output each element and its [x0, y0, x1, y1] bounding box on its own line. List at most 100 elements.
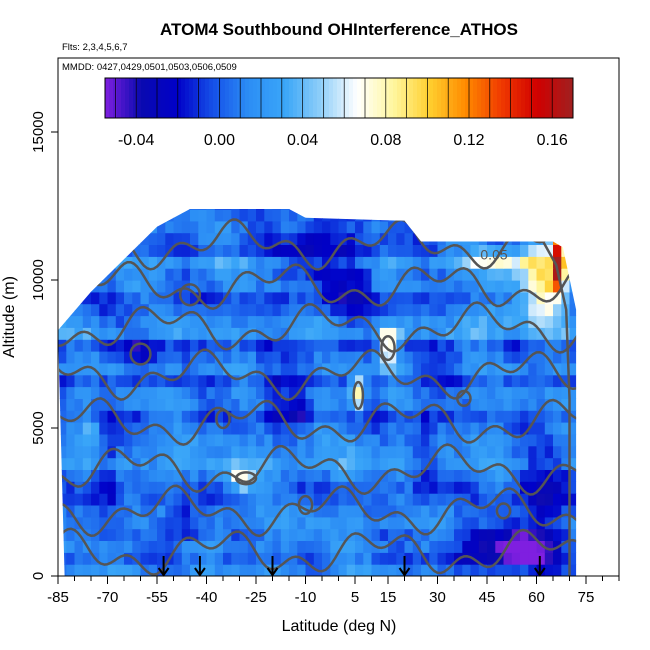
heat-cell: [536, 410, 546, 423]
heat-cell: [520, 244, 529, 257]
heat-cell: [536, 386, 546, 399]
heat-cell: [124, 410, 133, 423]
heat-cell: [231, 280, 241, 293]
heat-cell: [165, 362, 175, 376]
heat-cell: [99, 256, 109, 269]
heat-cell: [346, 244, 356, 257]
heat-cell: [470, 540, 480, 553]
colorbar-segment: [345, 78, 350, 118]
contour-loop: [234, 471, 258, 486]
heat-cell: [544, 256, 554, 269]
heat-cell: [544, 564, 554, 576]
y-tick-label: 15000: [30, 111, 47, 153]
heat-cell: [561, 422, 571, 435]
heat-cell: [289, 422, 298, 435]
heat-cell: [272, 280, 282, 293]
heat-cell: [124, 351, 133, 364]
heat-cell: [82, 516, 92, 530]
heat-cell: [412, 493, 422, 506]
heat-cell: [322, 422, 331, 435]
heat-cell: [355, 209, 364, 210]
heat-cell: [511, 410, 521, 423]
heat-cell: [330, 362, 340, 376]
heat-cell: [322, 351, 331, 364]
heat-cell: [198, 220, 208, 234]
heat-cell: [115, 516, 125, 530]
heat-cell: [124, 445, 133, 459]
heat-cell: [239, 481, 249, 494]
heat-cell: [553, 327, 562, 340]
heat-cell: [214, 256, 224, 269]
heat-cell: [99, 280, 109, 293]
colorbar-tick-label: 0.00: [204, 132, 235, 149]
colorbar-segment: [545, 78, 550, 118]
heat-cell: [231, 244, 241, 257]
heat-cell: [313, 268, 323, 281]
heat-cell: [239, 386, 249, 399]
heat-cell: [487, 457, 496, 470]
heat-cell: [404, 505, 414, 518]
heat-cell: [239, 469, 249, 482]
heat-cell: [140, 303, 150, 317]
heat-cell: [289, 457, 298, 470]
heat-cell: [272, 374, 282, 388]
heat-cell: [338, 552, 348, 565]
heat-cell: [99, 268, 109, 281]
heat-cell: [478, 315, 488, 328]
colorbar-segment: [469, 78, 474, 118]
heat-cell: [404, 493, 414, 506]
heat-cell: [99, 291, 109, 305]
colorbar-segment: [485, 78, 490, 118]
heat-cell: [157, 457, 166, 470]
heat-cell: [247, 303, 257, 317]
heat-cell: [421, 244, 430, 257]
heat-cell: [478, 232, 488, 245]
heat-cell: [190, 315, 199, 328]
colorbar-segment: [461, 78, 466, 118]
heat-cell: [107, 493, 117, 506]
heat-cell: [115, 280, 125, 293]
profile-marker-head: [194, 567, 206, 577]
heat-cell: [561, 433, 571, 447]
colorbar-segment: [557, 78, 562, 118]
colorbar-segment: [525, 78, 530, 118]
heat-cell: [190, 362, 199, 376]
heat-cell: [206, 339, 216, 352]
heat-cell: [107, 291, 117, 305]
heat-cell: [544, 209, 554, 210]
heat-cell: [520, 469, 529, 482]
heat-cell: [462, 422, 472, 435]
heat-cell: [470, 422, 480, 435]
heat-cell: [239, 209, 249, 222]
heat-cell: [124, 422, 133, 435]
heat-cell: [454, 457, 463, 470]
heat-cell: [569, 457, 577, 470]
heat-cell: [330, 351, 340, 364]
heat-cell: [487, 256, 496, 269]
heat-cell: [478, 220, 488, 234]
heat-cell: [124, 516, 133, 530]
heat-cell: [421, 256, 430, 269]
heat-cell: [445, 457, 455, 470]
heat-cell: [115, 339, 125, 352]
heat-cell: [58, 410, 67, 423]
heat-cell: [256, 268, 265, 281]
heat-cell: [165, 457, 175, 470]
heat-cell: [140, 433, 150, 447]
heat-cell: [330, 516, 340, 530]
heat-cell: [223, 220, 232, 234]
heat-cell: [503, 256, 513, 269]
heat-cell: [124, 232, 133, 245]
heat-cell: [578, 304, 587, 316]
heat-cell: [214, 351, 224, 364]
heat-cell: [396, 209, 406, 222]
heat-cell: [124, 540, 133, 553]
heat-cell: [140, 493, 150, 506]
heat-cell: [470, 315, 480, 328]
heat-cell: [173, 351, 183, 364]
heat-cell: [272, 256, 282, 269]
heat-cell: [66, 469, 76, 482]
heat-cell: [157, 362, 166, 376]
heat-cell: [289, 374, 298, 388]
heat-cell: [578, 233, 587, 245]
